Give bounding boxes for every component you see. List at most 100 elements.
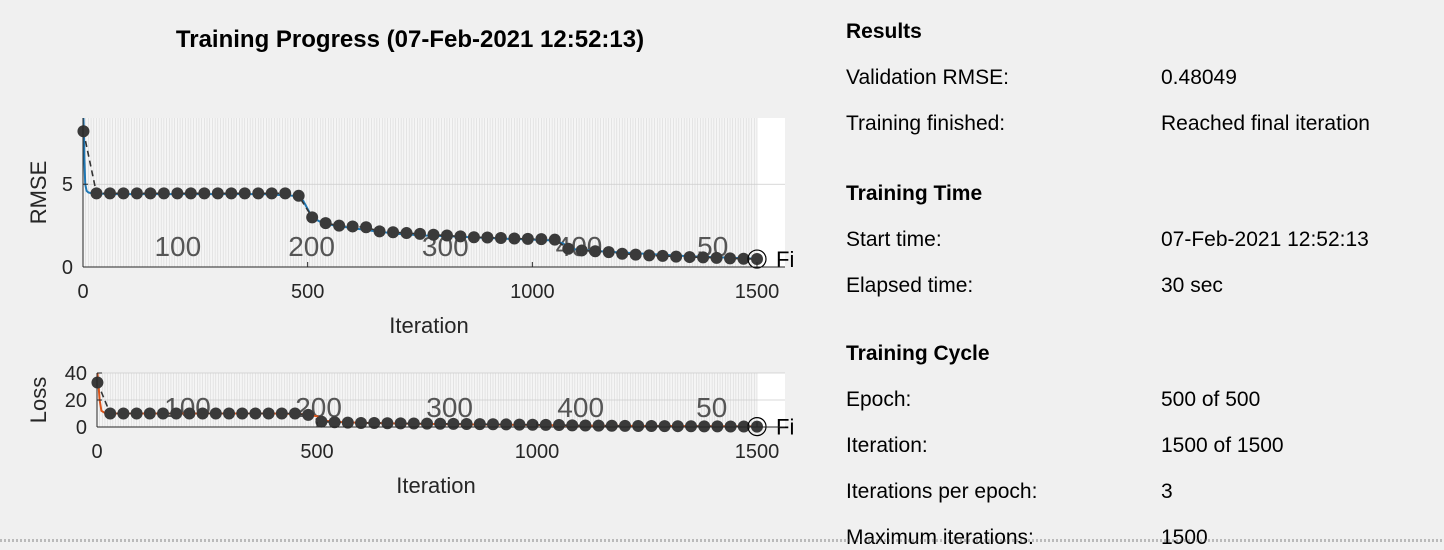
validation-point: [454, 230, 467, 243]
info-panel: Results Validation RMSE: 0.48049 Trainin…: [846, 0, 1444, 549]
validation-point: [724, 252, 737, 265]
y-tick-label: 5: [62, 174, 73, 196]
validation-point: [225, 187, 238, 200]
validation-point: [238, 187, 251, 200]
epoch-label: 300: [426, 392, 473, 423]
iteration-label: Iteration:: [846, 434, 928, 457]
bottom-divider: [0, 539, 1444, 542]
validation-point: [602, 246, 615, 259]
validation-point: [460, 418, 473, 431]
epoch-label: 400: [557, 392, 604, 423]
validation-point: [658, 420, 671, 433]
maximum-iterations-value: 1500: [1161, 526, 1208, 549]
validation-point: [90, 187, 103, 200]
validation-point: [473, 418, 486, 431]
validation-point: [421, 417, 433, 430]
validation-point: [616, 247, 629, 260]
validation-point: [500, 418, 513, 431]
validation-point: [289, 407, 301, 420]
x-axis-label: Iteration: [389, 313, 469, 338]
validation-point: [592, 419, 605, 432]
validation-rmse-label: Validation RMSE:: [846, 66, 1010, 89]
epoch-value: 500 of 500: [1161, 388, 1261, 411]
validation-point: [414, 227, 426, 240]
validation-point: [262, 407, 275, 420]
final-marker-label: Fi: [776, 415, 794, 440]
validation-point: [467, 231, 480, 244]
validation-point: [315, 415, 328, 428]
final-marker: [747, 249, 767, 269]
validation-point: [575, 244, 588, 257]
training-plots: 10020030040050Fi05001000150005IterationR…: [26, 117, 794, 498]
validation-point: [683, 251, 696, 264]
y-tick-label: 40: [65, 363, 87, 385]
x-tick-label: 0: [77, 281, 88, 303]
maximum-iterations-label: Maximum iterations:: [846, 526, 1034, 549]
validation-point: [562, 242, 575, 255]
final-marker-dot: [752, 254, 762, 265]
validation-point: [645, 420, 658, 433]
validation-point: [632, 419, 645, 432]
iteration-value: 1500 of 1500: [1161, 434, 1284, 457]
validation-point: [198, 187, 211, 200]
validation-point: [184, 187, 197, 200]
validation-point: [619, 419, 631, 432]
validation-point: [170, 407, 183, 420]
validation-point: [566, 419, 579, 432]
validation-point: [589, 245, 602, 258]
validation-point: [481, 231, 494, 244]
validation-point: [487, 418, 499, 431]
y-axis-label: RMSE: [26, 161, 51, 225]
validation-point: [144, 187, 157, 200]
validation-point: [346, 220, 359, 233]
validation-point: [697, 251, 710, 264]
validation-point: [211, 187, 224, 200]
validation-point: [539, 418, 552, 431]
validation-point: [279, 187, 292, 200]
training-finished-label: Training finished:: [846, 112, 1006, 135]
validation-point: [196, 407, 209, 420]
validation-point: [130, 187, 143, 200]
validation-point: [440, 229, 453, 242]
elapsed-time-label: Elapsed time:: [846, 274, 974, 297]
training-time-heading: Training Time: [846, 182, 983, 205]
validation-point: [685, 420, 697, 433]
x-tick-label: 500: [291, 281, 324, 303]
validation-point: [387, 226, 400, 239]
x-axis-label: Iteration: [396, 473, 476, 498]
training-cycle-heading: Training Cycle: [846, 342, 990, 365]
validation-point: [381, 417, 394, 430]
validation-point: [400, 227, 413, 240]
validation-point: [275, 407, 288, 420]
validation-point: [737, 252, 750, 265]
iterations-per-epoch-label: Iterations per epoch:: [846, 480, 1038, 503]
y-tick-label: 0: [76, 417, 87, 439]
validation-point: [434, 417, 447, 430]
validation-point: [656, 249, 669, 262]
validation-point: [643, 249, 656, 262]
y-tick-label: 0: [62, 257, 73, 279]
validation-point: [698, 420, 711, 433]
validation-point: [328, 416, 341, 429]
validation-point: [209, 407, 222, 420]
validation-point: [302, 408, 315, 421]
y-tick-label: 20: [65, 390, 87, 412]
validation-point: [427, 228, 440, 241]
validation-point: [513, 418, 526, 431]
y-axis-label: Loss: [26, 377, 51, 423]
x-tick-label: 1000: [510, 281, 555, 303]
validation-point: [579, 419, 592, 432]
validation-point: [447, 417, 460, 430]
validation-point: [535, 233, 548, 246]
validation-point: [670, 250, 683, 263]
validation-point: [130, 407, 143, 420]
validation-point: [306, 211, 319, 224]
validation-point: [333, 219, 346, 232]
x-tick-label: 500: [300, 441, 333, 463]
validation-point: [407, 417, 420, 430]
validation-point: [355, 416, 367, 429]
plot-extension: [757, 118, 785, 267]
validation-point: [629, 248, 642, 261]
validation-point: [104, 407, 117, 420]
